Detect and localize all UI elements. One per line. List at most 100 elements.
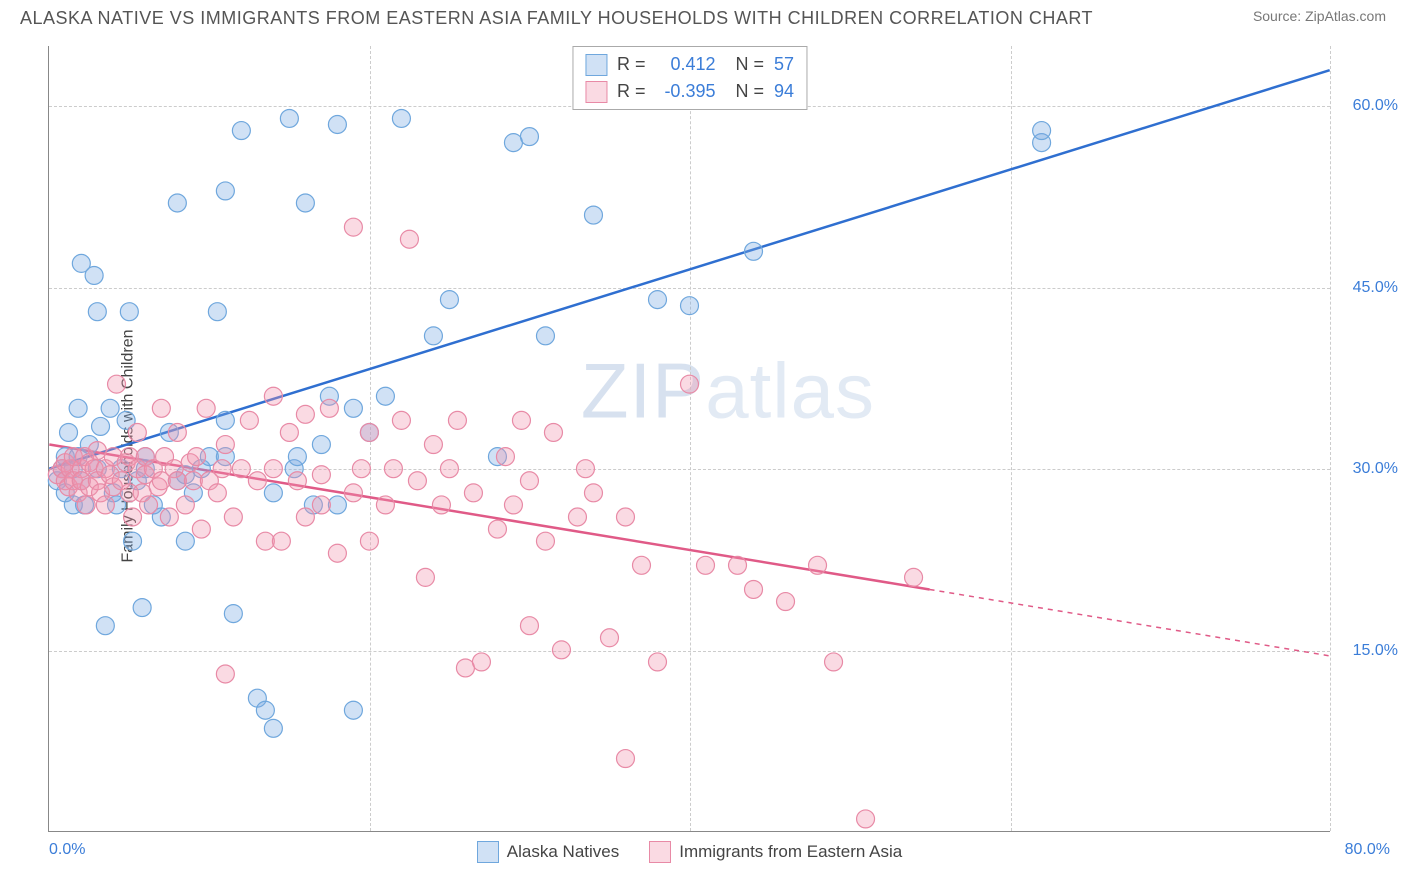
data-point [616, 508, 634, 526]
data-point [188, 448, 206, 466]
swatch-series-2 [585, 81, 607, 103]
y-tick-label: 15.0% [1353, 642, 1398, 660]
data-point [124, 508, 142, 526]
data-point [408, 472, 426, 490]
data-point [312, 496, 330, 514]
data-point [448, 411, 466, 429]
data-point [520, 128, 538, 146]
data-point [616, 750, 634, 768]
data-point [328, 544, 346, 562]
stats-legend: R = 0.412 N = 57 R = -0.395 N = 94 [572, 46, 807, 110]
data-point [296, 194, 314, 212]
data-point [320, 399, 338, 417]
grid-vline [1330, 46, 1331, 831]
data-point [124, 532, 142, 550]
data-point [472, 653, 490, 671]
y-tick-label: 45.0% [1353, 279, 1398, 297]
data-point [85, 266, 103, 284]
data-point [504, 134, 522, 152]
data-point [584, 206, 602, 224]
source-label: Source: ZipAtlas.com [1253, 8, 1386, 24]
data-point [632, 556, 650, 574]
data-point [536, 327, 554, 345]
data-point [232, 460, 250, 478]
data-point [216, 436, 234, 454]
stats-row-2: R = -0.395 N = 94 [585, 78, 794, 105]
data-point [197, 399, 215, 417]
data-point [416, 568, 434, 586]
plot-area: ZIPatlas 15.0%30.0%45.0%60.0% R = 0.412 … [48, 46, 1330, 832]
r-label: R = [617, 78, 646, 105]
data-point [240, 411, 258, 429]
data-point [697, 556, 715, 574]
data-point [344, 399, 362, 417]
data-point [264, 484, 282, 502]
data-point [520, 617, 538, 635]
n-value-2: 94 [774, 78, 794, 105]
data-point [208, 484, 226, 502]
data-point [168, 423, 186, 441]
data-point [352, 460, 370, 478]
data-point [544, 423, 562, 441]
data-point [681, 297, 699, 315]
data-point [296, 405, 314, 423]
data-point [568, 508, 586, 526]
data-point [745, 242, 763, 260]
data-point [208, 303, 226, 321]
data-point [440, 460, 458, 478]
data-point [120, 303, 138, 321]
chart-title: ALASKA NATIVE VS IMMIGRANTS FROM EASTERN… [20, 8, 1093, 29]
data-point [216, 182, 234, 200]
data-point [488, 520, 506, 538]
data-point [809, 556, 827, 574]
data-point [272, 532, 290, 550]
data-point [248, 472, 266, 490]
data-point [224, 605, 242, 623]
data-point [344, 484, 362, 502]
data-point [424, 436, 442, 454]
data-point [392, 109, 410, 127]
legend-label-1: Alaska Natives [507, 842, 619, 862]
swatch-series-2 [649, 841, 671, 863]
stats-row-1: R = 0.412 N = 57 [585, 51, 794, 78]
data-point [280, 109, 298, 127]
data-point [905, 568, 923, 586]
data-point [152, 399, 170, 417]
data-point [729, 556, 747, 574]
data-point [777, 593, 795, 611]
data-point [192, 520, 210, 538]
data-point [552, 641, 570, 659]
data-point [184, 472, 202, 490]
data-point [584, 484, 602, 502]
data-point [576, 460, 594, 478]
x-tick-max: 80.0% [1345, 841, 1390, 859]
data-point [360, 423, 378, 441]
data-point [504, 496, 522, 514]
data-point [1033, 122, 1051, 140]
data-point [312, 436, 330, 454]
data-point [600, 629, 618, 647]
data-point [328, 496, 346, 514]
data-point [264, 460, 282, 478]
legend-item-1: Alaska Natives [477, 841, 619, 863]
data-point [213, 460, 231, 478]
data-point [424, 327, 442, 345]
series-legend: Alaska Natives Immigrants from Eastern A… [49, 841, 1330, 863]
data-point [344, 701, 362, 719]
data-point [432, 496, 450, 514]
data-point [384, 460, 402, 478]
data-point [312, 466, 330, 484]
data-point [256, 532, 274, 550]
data-point [88, 442, 106, 460]
data-point [328, 116, 346, 134]
data-point [264, 719, 282, 737]
data-point [160, 508, 178, 526]
data-point [376, 496, 394, 514]
data-point [360, 532, 378, 550]
data-point [60, 423, 78, 441]
swatch-series-1 [477, 841, 499, 863]
data-point [496, 448, 514, 466]
data-point [264, 387, 282, 405]
data-point [288, 448, 306, 466]
data-point [216, 665, 234, 683]
